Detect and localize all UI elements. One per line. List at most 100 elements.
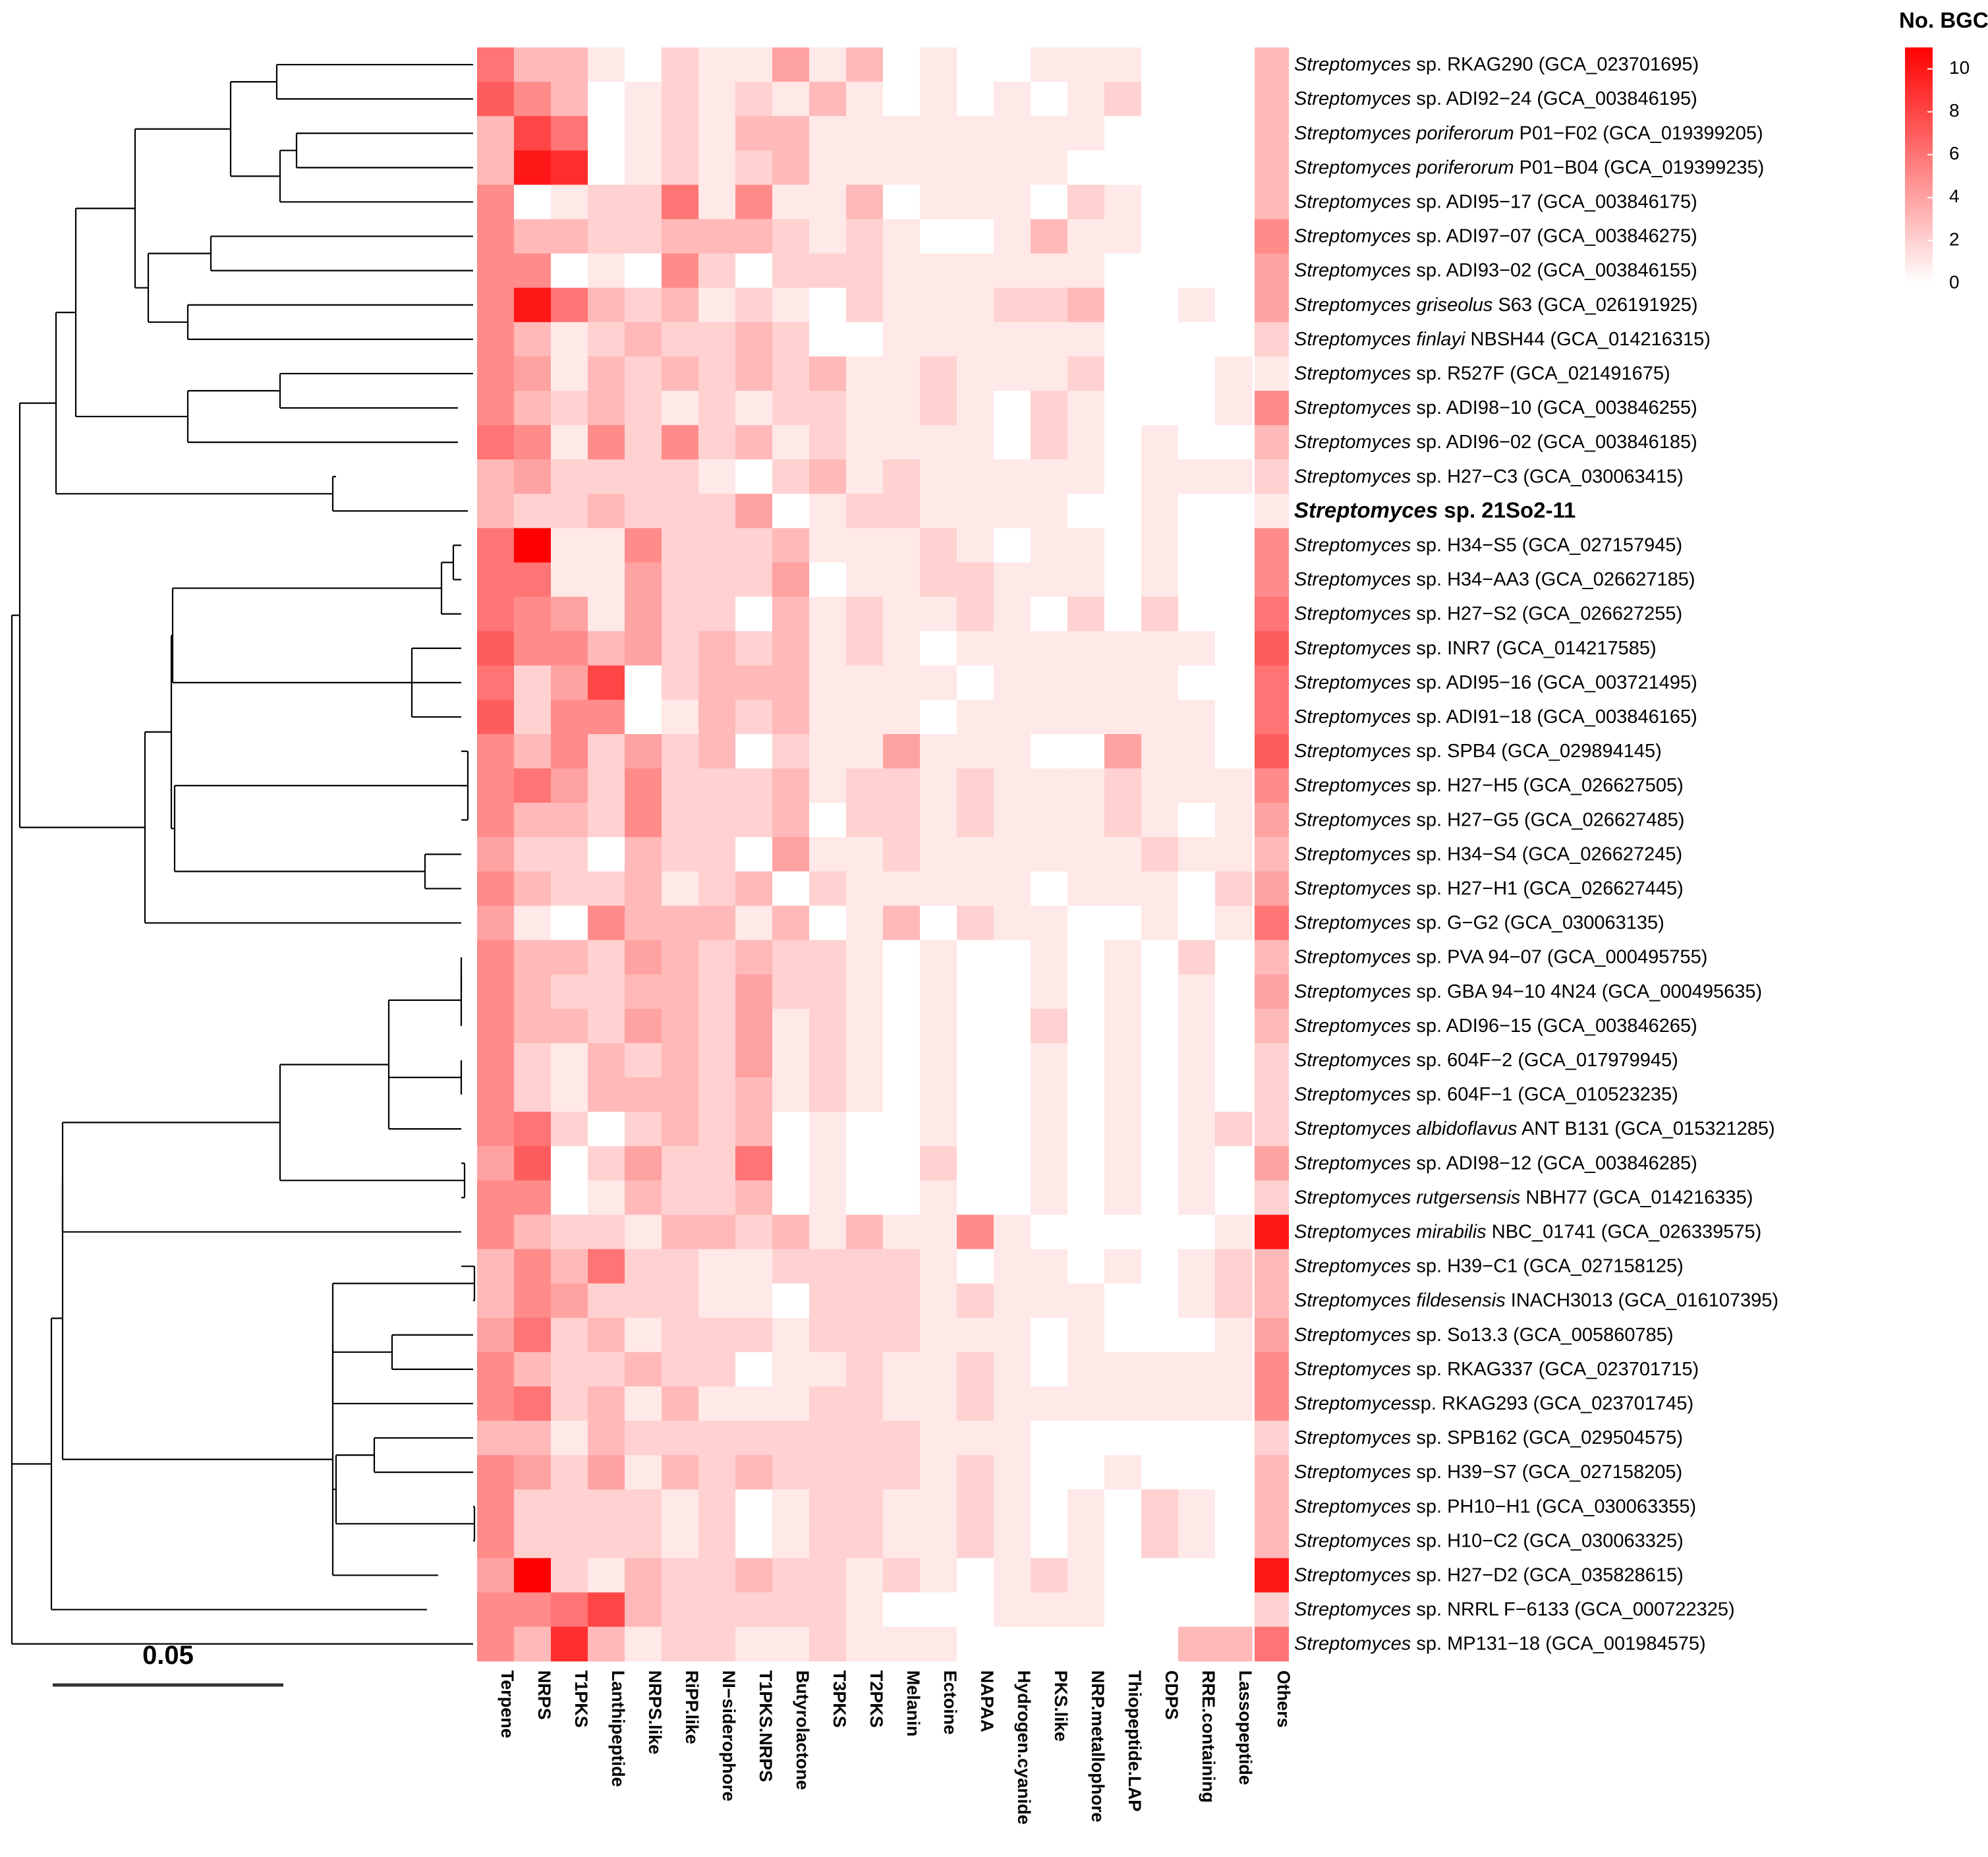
heatmap-cell [1178,665,1216,700]
heatmap-cell [957,699,994,735]
heatmap-cell [625,287,662,323]
heatmap-cell [1031,803,1068,838]
heatmap-cell [588,1455,625,1490]
heatmap-cell [846,459,884,494]
heatmap-cell [1067,1489,1105,1524]
heatmap-cell [846,940,884,975]
heatmap-cell [809,82,847,117]
heatmap-cell [772,1112,810,1147]
heatmap-cell [1031,116,1068,151]
heatmap-cell [957,631,994,666]
heatmap-cell [1141,871,1179,907]
heatmap-cell [846,1592,884,1628]
heatmap-cell [735,116,773,151]
heatmap-cell [994,837,1031,872]
heatmap-cell [1255,768,1289,803]
heatmap-cell [809,699,847,735]
heatmap-cell [1178,459,1216,494]
heatmap-cell [1141,699,1179,735]
heatmap-cell [1255,871,1289,907]
heatmap-cell [1178,1455,1216,1490]
heatmap-cell [735,494,773,529]
heatmap-cell [1255,1524,1289,1558]
heatmap-cell [1141,1489,1179,1524]
heatmap-cell [1067,1043,1105,1078]
heatmap-cell [1104,1386,1142,1421]
heatmap-cell [846,1558,884,1593]
column-label: RRE.containing [1199,1671,1218,1803]
heatmap-cell [883,1249,921,1284]
heatmap-cell [883,1077,921,1112]
heatmap-cell [1104,940,1142,975]
heatmap-cell [735,1524,773,1558]
heatmap-cell [588,631,625,666]
heatmap-cell [920,1626,957,1662]
heatmap-cell [551,1008,588,1044]
heatmap-cell [735,1352,773,1387]
heatmap-cell [588,322,625,357]
heatmap-cell [957,1524,994,1558]
column-label: NRP.metallophore [1088,1671,1108,1823]
heatmap-cell [1031,871,1068,907]
heatmap-cell [994,1249,1031,1284]
heatmap-cell [809,1317,847,1353]
heatmap-cell [662,1489,699,1524]
heatmap-cell [625,631,662,666]
heatmap-cell [551,1626,588,1662]
heatmap-cell [809,47,847,82]
heatmap-cell [1178,1558,1216,1593]
heatmap-cell [994,219,1031,254]
heatmap-cell [735,1214,773,1250]
heatmap-cell [772,940,810,975]
heatmap-cell [477,974,515,1010]
heatmap-cell [920,1386,957,1421]
heatmap-cell [514,47,552,82]
heatmap-cell [1141,1592,1179,1628]
phylogenetic-tree [11,63,476,1645]
heatmap-cell [698,1558,736,1593]
heatmap-cell [551,631,588,666]
column-label: Thiopeptide.LAP [1125,1671,1145,1812]
heatmap-cell [662,219,699,254]
heatmap-cell [551,871,588,907]
heatmap-cell [625,356,662,391]
heatmap-cell [1031,219,1068,254]
heatmap-cell [846,425,884,460]
heatmap-cell [735,1558,773,1593]
heatmap-cell [994,1592,1031,1628]
heatmap-cell [994,1352,1031,1387]
heatmap-cell [735,1317,773,1353]
heatmap-cell [477,253,515,289]
heatmap-cell [846,596,884,632]
heatmap-cell [514,665,552,700]
column-label: NRPS.like [645,1671,665,1755]
heatmap-cell [1067,116,1105,151]
heatmap-cell [1067,82,1105,117]
heatmap-cell [1215,494,1253,529]
heatmap-cell [588,219,625,254]
heatmap-cell [551,1146,588,1181]
heatmap-cell [514,1112,552,1147]
heatmap-cell [1141,768,1179,803]
row-label: Streptomyces griseolus S63 (GCA_02619192… [1294,294,1698,315]
heatmap-cell [698,1146,736,1181]
heatmap-cell [551,219,588,254]
heatmap-cell [477,837,515,872]
heatmap-cell [477,1283,515,1319]
heatmap-cell [1104,1455,1142,1490]
heatmap-cell [809,734,847,769]
heatmap-cell [551,734,588,769]
heatmap-cell [551,1317,588,1353]
heatmap-cell [1255,1283,1289,1319]
heatmap-cell [957,1146,994,1181]
row-label: Streptomyces mirabilis NBC_01741 (GCA_02… [1294,1221,1761,1242]
heatmap-cell [588,1558,625,1593]
heatmap-cell [1104,494,1142,529]
heatmap-cell [662,1421,699,1456]
heatmap-cell [809,459,847,494]
heatmap-cell [1215,150,1253,185]
heatmap-cell [809,1524,847,1558]
heatmap-cell [1031,425,1068,460]
heatmap-cell [1031,1249,1068,1284]
heatmap-cell [920,1421,957,1456]
